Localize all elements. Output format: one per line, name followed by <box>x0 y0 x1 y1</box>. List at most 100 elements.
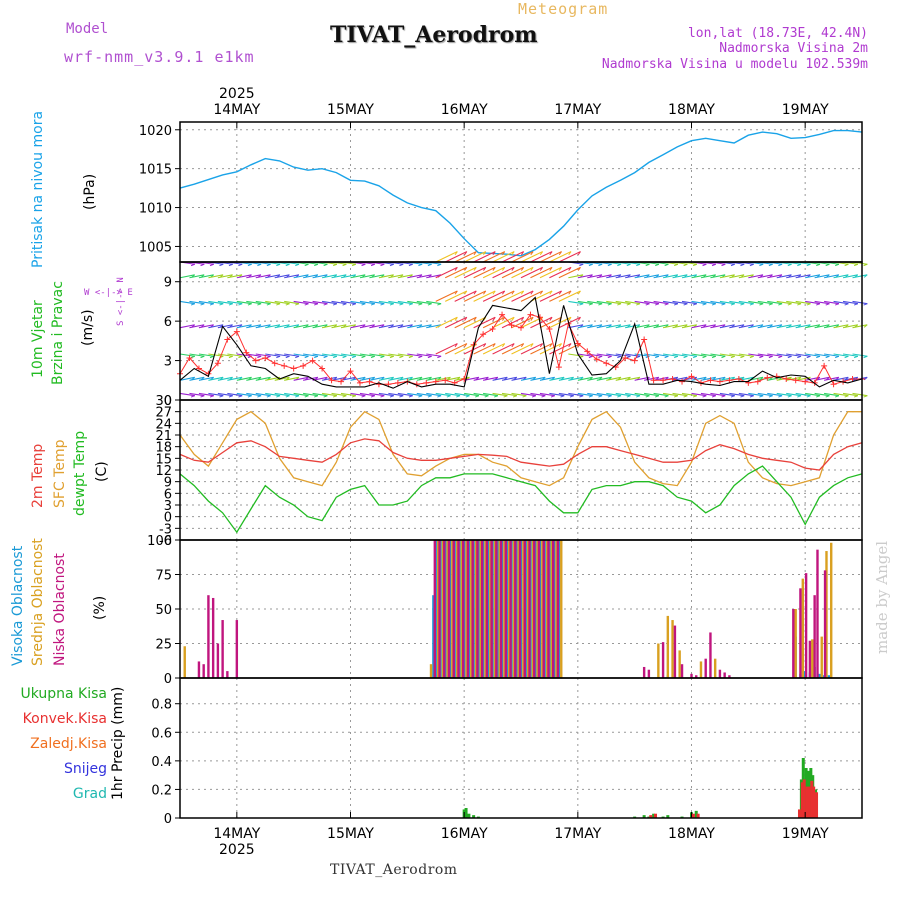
wind-vector <box>501 251 524 263</box>
wind-vector-head <box>598 395 603 398</box>
wind-vector-head <box>209 395 214 398</box>
wind-vector <box>454 290 477 302</box>
wind-vector-head <box>664 303 669 306</box>
cloud-low-bar <box>695 675 698 678</box>
precip-conv-bar <box>812 786 816 818</box>
wind-vector <box>322 300 337 305</box>
wind-vector <box>814 376 830 381</box>
wind-vector-head <box>711 263 716 267</box>
wind-vector <box>482 290 505 302</box>
cloud-low-bar <box>452 540 455 678</box>
wind-vector <box>303 300 319 305</box>
wind-vector <box>530 376 546 381</box>
wind-vector <box>179 300 195 305</box>
wind-vector <box>700 353 716 357</box>
wind-vector <box>549 251 572 263</box>
cloud-low-bar <box>547 540 550 678</box>
wind-vector-head <box>721 395 726 398</box>
wind-gust-marker <box>489 326 496 333</box>
wind-vector-head <box>673 303 679 306</box>
wind-vector <box>492 266 515 279</box>
cloud-low-bar <box>642 666 646 678</box>
wind-gust-marker <box>536 314 543 321</box>
cloud-mid-bar <box>830 542 833 678</box>
wind-vector <box>388 274 404 279</box>
wind-vector <box>710 353 726 357</box>
wind-gust-marker <box>271 360 278 367</box>
wind-vector-head <box>473 290 477 295</box>
wind-vector <box>340 392 356 397</box>
ytick-label-temperature: -6 <box>159 534 172 549</box>
wind-vector-head <box>692 263 698 267</box>
wind-vector-head <box>711 303 716 306</box>
wind-vector <box>492 251 515 263</box>
wind-vector <box>606 274 622 279</box>
wind-vector <box>444 343 468 355</box>
wind-gust-marker <box>792 377 799 384</box>
wind-vector <box>236 324 252 329</box>
wind-vector <box>444 251 468 263</box>
wind-vector <box>198 274 214 279</box>
wind-vector <box>217 324 233 329</box>
wind-vector-head <box>464 343 468 348</box>
wind-vector-head <box>530 343 534 348</box>
wind-vector-head <box>787 263 792 267</box>
wind-vector-head <box>683 355 688 359</box>
wind-vector-head <box>295 395 300 398</box>
wind-vector-head <box>332 355 338 359</box>
wind-vector <box>312 274 328 279</box>
cloud-low-bar <box>728 675 731 678</box>
wind-vector <box>388 324 404 329</box>
wind-vector <box>738 392 754 397</box>
cloud-low-bar <box>799 588 802 678</box>
wind-vector <box>407 353 423 357</box>
wind-vector-head <box>702 303 707 306</box>
wind-vector-head <box>588 303 593 306</box>
wind-vector-head <box>806 395 811 398</box>
wind-vector <box>331 392 347 397</box>
wind-vector <box>852 300 868 305</box>
wind-vector <box>416 392 432 397</box>
wind-vector-head <box>314 303 319 306</box>
wind-vector <box>520 251 543 263</box>
wind-vector <box>757 324 773 329</box>
wind-vector-head <box>806 263 811 267</box>
precip-conv-label: Konvek.Kisa <box>22 711 107 727</box>
wind-vector <box>293 274 309 279</box>
wind-vector <box>416 376 432 381</box>
wind-vector <box>767 376 783 381</box>
wind-vector <box>321 376 337 381</box>
wind-vector-head <box>492 267 496 271</box>
wind-vector <box>842 392 858 397</box>
wind-vector-head <box>778 303 783 306</box>
wind-vector <box>255 376 271 381</box>
wind-vector-head <box>285 303 290 306</box>
wind-vector <box>530 266 553 279</box>
wind-vector-head <box>749 263 754 267</box>
wind-vector <box>776 274 792 279</box>
wind-vector-head <box>607 395 612 398</box>
wind-gust-marker <box>669 375 676 382</box>
wind-vector <box>805 324 820 329</box>
wind-vector-head <box>645 263 650 267</box>
wind-vector <box>482 266 505 279</box>
wind-vector <box>748 300 764 305</box>
ytick-label-temperature: 9 <box>164 476 172 491</box>
wind-vector-head <box>304 395 309 398</box>
wind-vector-head <box>454 316 458 321</box>
wind-vector-head <box>399 263 404 267</box>
cloud-low-bar <box>226 671 229 678</box>
cloud-low-bar <box>433 540 437 678</box>
wind-gust-marker <box>660 377 667 384</box>
wind-vector <box>700 392 716 397</box>
precip-total-bar <box>642 815 646 818</box>
wind-vector <box>444 266 468 279</box>
wind-vector-head <box>238 395 243 398</box>
wind-vector-head <box>673 263 679 267</box>
wind-vector-head <box>454 251 458 256</box>
wind-vector <box>653 353 669 357</box>
wind-vector <box>520 376 536 381</box>
wind-vector <box>397 392 413 397</box>
wind-vector <box>520 266 543 279</box>
wind-vector <box>397 324 413 329</box>
